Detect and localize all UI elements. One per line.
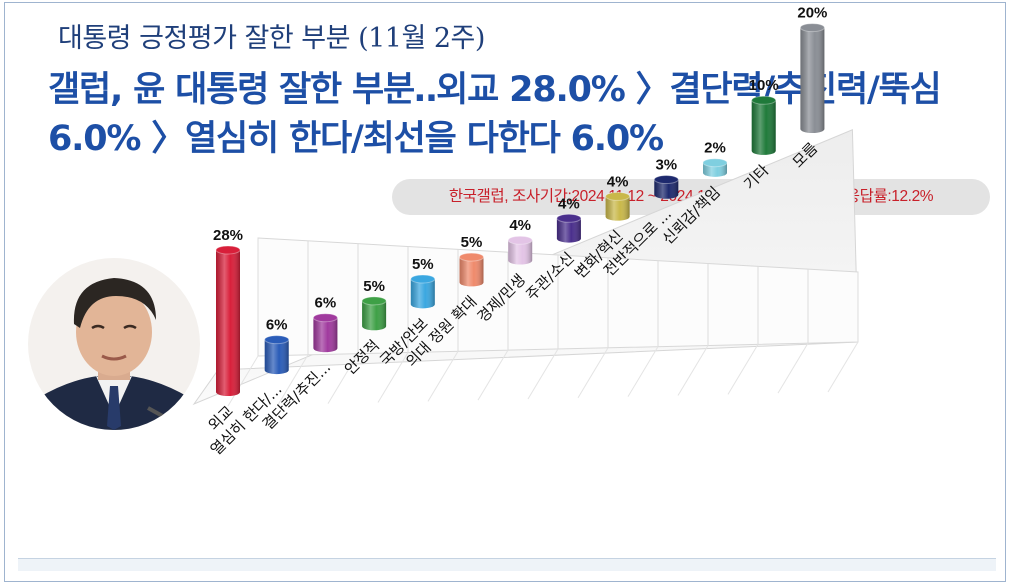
value-label: 6%	[266, 317, 288, 334]
value-label: 28%	[213, 227, 243, 244]
chart-value-labels: 28% 6% 6% 5% 5% 5% 4% 4% 4% 3% 2% 10% 20%	[213, 5, 827, 334]
grid-line	[577, 347, 609, 399]
bar-shading	[556, 218, 581, 243]
bar-5	[459, 252, 484, 287]
bar-1	[264, 335, 290, 375]
bar-cap	[410, 274, 436, 284]
grid-line	[827, 341, 859, 393]
bar-shading	[313, 317, 338, 353]
bar-7	[556, 213, 582, 243]
grid-line	[527, 348, 559, 400]
bar-9	[653, 175, 679, 199]
bar-2	[312, 313, 338, 353]
person-portrait-icon	[28, 258, 200, 430]
value-label: 4%	[558, 195, 580, 212]
bar-shading	[264, 339, 289, 375]
bar-3	[361, 296, 387, 331]
bar-6	[507, 235, 533, 265]
grid-line	[227, 355, 259, 407]
bar-11	[751, 95, 777, 155]
grid-line	[427, 351, 459, 402]
bar-cap	[264, 335, 290, 345]
grid-line	[677, 345, 709, 396]
chart-bars	[215, 23, 825, 396]
value-label: 20%	[797, 5, 827, 22]
bar-cap	[507, 235, 533, 245]
bar-shading	[216, 250, 240, 396]
bar-cap	[799, 23, 825, 33]
bar-shading	[459, 257, 484, 287]
page-subtitle: 대통령 긍정평가 잘한 부분 (11월 2주)	[58, 23, 485, 54]
grid-line	[777, 342, 809, 394]
bar-12	[799, 23, 825, 134]
bar-shading	[800, 27, 825, 134]
bar-shading	[410, 278, 435, 309]
value-label: 5%	[461, 234, 483, 251]
bar-cap	[751, 95, 777, 105]
bar-4	[410, 274, 436, 309]
value-label: 4%	[607, 173, 629, 190]
bottom-panel	[18, 558, 996, 571]
bar-cap	[653, 175, 679, 185]
bar-cap	[556, 213, 582, 223]
bar-shading	[605, 196, 630, 221]
bar-shading	[703, 162, 727, 177]
bar-shading	[654, 179, 679, 199]
bar-cap	[361, 296, 387, 306]
bar-shading	[751, 100, 776, 155]
bar-cap	[702, 158, 728, 168]
value-label: 4%	[509, 217, 531, 234]
bar-cap	[215, 245, 241, 255]
bar-cap	[459, 252, 484, 262]
grid-line	[727, 344, 759, 395]
grid-line	[477, 349, 509, 401]
bar-0	[215, 245, 241, 396]
value-label: 10%	[749, 77, 779, 94]
bar-shading	[362, 300, 387, 331]
bar-8	[605, 191, 631, 221]
value-label: 2%	[704, 140, 726, 157]
grid-line	[327, 353, 359, 404]
bar-shading	[508, 240, 533, 265]
value-label: 6%	[315, 295, 337, 312]
grid-line	[377, 352, 409, 403]
value-label: 5%	[363, 278, 385, 295]
bar-10	[702, 158, 728, 177]
grid-line	[627, 346, 659, 397]
bar-cap	[312, 313, 338, 323]
page-headline: 갤럽, 윤 대통령 잘한 부분‥외교 28.0% 〉결단력/추진력/뚝심 6.0…	[48, 70, 942, 159]
bar-cap	[605, 191, 631, 201]
value-label: 3%	[655, 157, 677, 174]
value-label: 5%	[412, 256, 434, 273]
chart-grid	[192, 129, 859, 407]
grid-line	[277, 354, 309, 406]
